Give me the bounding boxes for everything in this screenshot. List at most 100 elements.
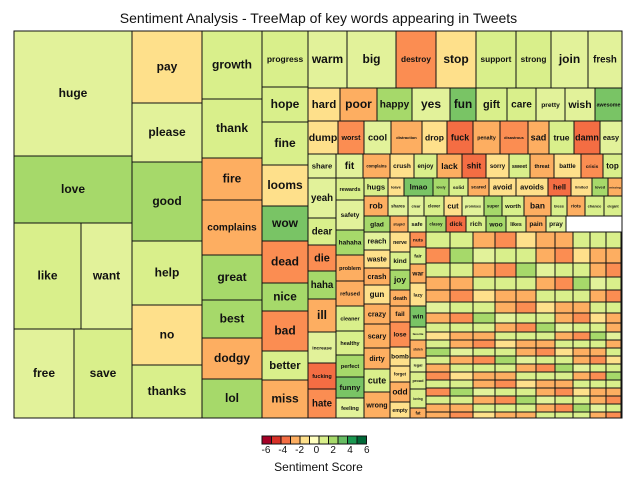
cell-label-great: great [217,270,246,284]
mosaic-cell [605,247,622,264]
mosaic-cell [589,387,607,397]
mosaic-cell [572,411,591,419]
cell-label-nerve: nerve [393,240,407,246]
mosaic-cell [515,231,537,249]
mosaic-cell [589,231,607,249]
mosaic-cell [494,276,517,291]
cell-label-support: support [481,54,512,64]
mosaic-cell [425,371,451,381]
legend-swatch [299,435,310,445]
treemap-cell-increase [307,331,337,364]
mosaic-cell [554,312,574,324]
mosaic-cell [572,322,591,333]
mosaic-cell [425,289,451,303]
legend-tick: -4 [278,445,287,456]
chart-title: Sentiment Analysis - TreeMap of key word… [119,10,518,26]
mosaic-cell [515,395,537,405]
mosaic-cell [572,363,591,373]
mosaic-cell [535,379,556,389]
mosaic-cell [589,371,607,381]
mosaic-cell [515,363,537,373]
mosaic-cell [449,301,474,314]
cell-label-proud: proud [412,378,424,383]
mosaic-cell [572,289,591,303]
mosaic-cell [572,387,591,397]
mosaic-cell [605,411,622,419]
mosaic-cell [589,289,607,303]
treemap-frame [13,30,623,419]
legend-swatch [290,435,301,445]
treemap-cell-dodgy [201,337,263,380]
mosaic-cell [515,403,537,413]
cell-label-gun: gun [370,290,385,299]
cell-label-win: win [412,314,424,321]
treemap-cell-save [73,328,133,419]
cell-label-better: better [269,360,301,372]
legend-swatch [356,435,367,445]
treemap-cell-fresh [587,30,623,89]
cell-label-hate: hate [312,399,333,410]
mosaic-cell [554,301,574,314]
mosaic-cell [515,289,537,303]
mosaic-cell [572,339,591,349]
legend-swatch [261,435,272,445]
cell-label-glad: glad [370,221,384,228]
cell-label-avoids: avoids [520,182,544,191]
mosaic-cell [572,276,591,291]
mosaic-cell [554,262,574,278]
mosaic-cell [449,371,474,381]
mosaic-cell [589,301,607,314]
cell-label-die: die [314,252,330,264]
cell-label-pretty: pretty [541,102,560,109]
mosaic-cell [515,276,537,291]
cell-label-ban: ban [530,201,545,211]
mosaic-cell [425,231,451,249]
mosaic-cell [605,363,622,373]
treemap-cell-happy [376,87,413,122]
cell-label-growth: growth [212,58,252,72]
cell-label-threat: threat [535,164,550,170]
cell-label-hahaha: hahaha [339,240,362,247]
cell-label-fuck: fuck [451,132,469,142]
mosaic-cell [425,379,451,389]
mosaic-cell [535,231,556,249]
mosaic-cell [572,301,591,314]
legend-swatch [280,435,291,445]
mosaic-cell [554,371,574,381]
mosaic-cell [472,387,496,397]
mosaic-cell [515,331,537,341]
mosaic-cell [572,231,591,249]
cell-label-help: help [155,266,180,280]
cell-label-stolen: stolen [413,347,422,351]
mosaic-cell [472,347,496,357]
cell-label-poor: poor [345,97,372,111]
cell-label-loving: loving [413,397,422,401]
mosaic-cell [572,355,591,365]
mosaic-cell [535,395,556,405]
cell-label-join: join [558,52,580,66]
cell-label-loved: loved [595,185,606,190]
legend-tick: 6 [364,445,370,456]
cell-label-dead: dead [271,255,299,269]
cell-label-cut: cut [447,201,459,210]
treemap-cell-penalty [472,120,501,155]
mosaic-cell [572,331,591,341]
cell-label-death: death [393,296,407,302]
cell-label-nuts: nuts [413,237,423,243]
mosaic-cell [515,355,537,365]
cell-label-problem: problem [339,266,361,272]
treemap-cell-free [13,328,75,419]
cell-label-lovely: lovely [436,185,445,189]
mosaic-cell [425,301,451,314]
cell-label-fair: fair [414,253,422,259]
treemap-cell-cool [363,120,392,155]
treemap-cell-dear [307,217,337,246]
cell-label-reach: reach [368,237,387,245]
cell-label-bomb: bomb [391,354,409,361]
mosaic-cell [572,312,591,324]
cell-label-distraction: distraction [396,135,417,140]
cell-label-looms: looms [267,178,303,192]
treemap-cell-pretty [535,87,566,122]
cell-label-big: big [363,52,381,66]
mosaic-cell [472,395,496,405]
